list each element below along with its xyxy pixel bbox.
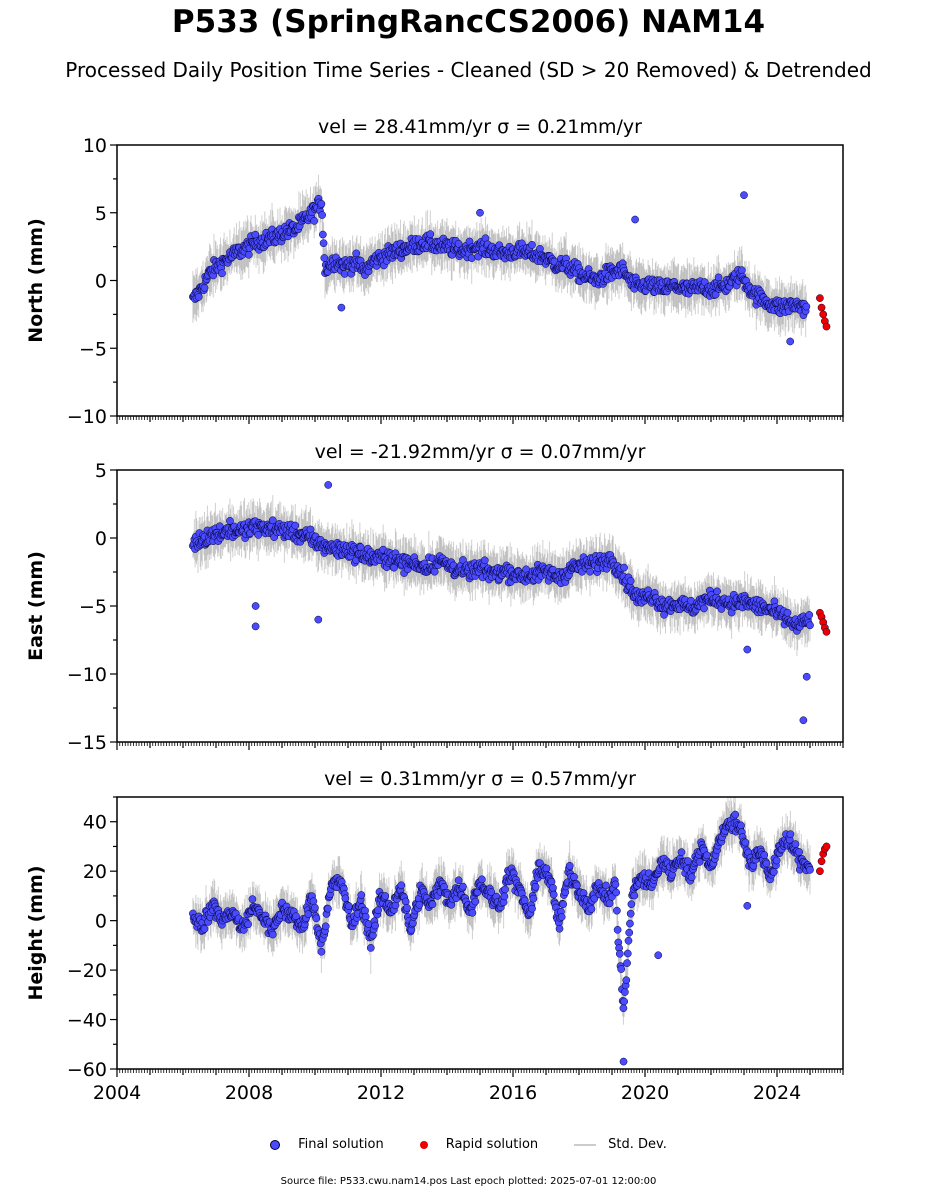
- data-point: [194, 293, 203, 301]
- y-tick-label: 5: [95, 203, 107, 225]
- y-tick-label: −5: [79, 596, 107, 618]
- data-point: [459, 556, 467, 564]
- data-point: [528, 241, 536, 249]
- final-solution-points-height: [189, 810, 814, 1066]
- y-tick-label: −15: [67, 732, 107, 754]
- outlier-point: [631, 215, 639, 224]
- data-point: [586, 567, 594, 576]
- rapid-solution-points-east: [816, 608, 831, 636]
- y-axis-label-height: Height (mm): [25, 865, 47, 1000]
- data-point: [268, 516, 277, 525]
- outlier-point: [324, 481, 333, 489]
- data-point: [291, 521, 300, 530]
- panel-title-north: vel = 28.41mm/yr σ = 0.21mm/yr: [318, 116, 642, 138]
- y-tick-label: 5: [95, 460, 107, 482]
- rapid-point: [817, 303, 826, 312]
- data-point: [200, 284, 209, 292]
- data-point: [310, 217, 318, 225]
- outlier-point: [743, 645, 752, 654]
- data-point: [356, 543, 365, 551]
- data-point: [626, 577, 635, 585]
- data-point: [430, 567, 439, 576]
- panel-title-east: vel = -21.92mm/yr σ = 0.07mm/yr: [315, 441, 646, 463]
- outlier-point: [337, 303, 346, 312]
- y-tick-label: 10: [83, 135, 107, 157]
- data-point: [218, 269, 226, 278]
- data-point: [737, 266, 746, 275]
- chart-title: P533 (SpringRancCS2006) NAM14: [171, 4, 766, 40]
- data-point: [713, 587, 721, 596]
- data-point: [320, 254, 329, 262]
- data-point: [319, 230, 327, 239]
- data-point: [200, 925, 209, 933]
- data-point: [783, 608, 792, 617]
- data-point: [340, 270, 349, 278]
- data-point: [352, 249, 361, 258]
- data-point: [244, 250, 253, 259]
- y-tick-label: 0: [95, 271, 107, 293]
- y-tick-label: −5: [79, 338, 107, 360]
- outlier-point: [251, 602, 260, 610]
- data-point: [480, 556, 489, 565]
- final-solution-points-east: [189, 481, 814, 725]
- chart-subtitle: Processed Daily Position Time Series - C…: [65, 58, 872, 82]
- rapid-point: [822, 627, 831, 636]
- data-point: [317, 199, 326, 208]
- data-point: [254, 531, 263, 539]
- data-point: [390, 563, 398, 572]
- outlier-point: [314, 615, 323, 624]
- final-solution-points-north: [189, 191, 811, 346]
- chart-canvas: vel = 28.41mm/yr σ = 0.21mm/yr North (mm)…: [25, 116, 844, 1104]
- y-tick-label: 0: [95, 528, 107, 550]
- data-point: [244, 920, 252, 929]
- y-axis-label-east: East (mm): [25, 551, 47, 661]
- data-point: [714, 273, 723, 282]
- data-point: [251, 230, 260, 239]
- panel-title-height: vel = 0.31mm/yr σ = 0.57mm/yr: [324, 768, 636, 790]
- y-axis-label-north: North (mm): [25, 218, 47, 343]
- data-point: [805, 611, 814, 619]
- outlier-point: [476, 208, 484, 217]
- data-point: [717, 605, 726, 613]
- data-point: [700, 604, 708, 613]
- outlier-point: [251, 622, 260, 631]
- rapid-point: [819, 310, 828, 319]
- data-point: [711, 290, 720, 299]
- rapid-solution-points-north: [816, 294, 831, 331]
- y-tick-label: −10: [67, 406, 107, 428]
- outlier-point: [786, 337, 795, 346]
- outlier-point: [740, 191, 748, 199]
- outlier-point: [802, 672, 811, 681]
- data-point: [454, 239, 463, 248]
- data-point: [226, 517, 234, 525]
- data-point: [806, 621, 814, 630]
- data-point: [319, 239, 328, 248]
- data-point: [318, 211, 326, 219]
- data-point: [802, 302, 811, 311]
- data-point: [248, 895, 257, 904]
- data-point: [467, 254, 476, 262]
- data-point: [426, 230, 435, 239]
- rapid-point: [822, 322, 831, 331]
- y-tick-label: −10: [67, 664, 107, 686]
- rapid-point: [816, 294, 824, 302]
- data-point: [620, 563, 628, 572]
- outlier-point: [799, 716, 808, 725]
- data-point: [268, 930, 277, 939]
